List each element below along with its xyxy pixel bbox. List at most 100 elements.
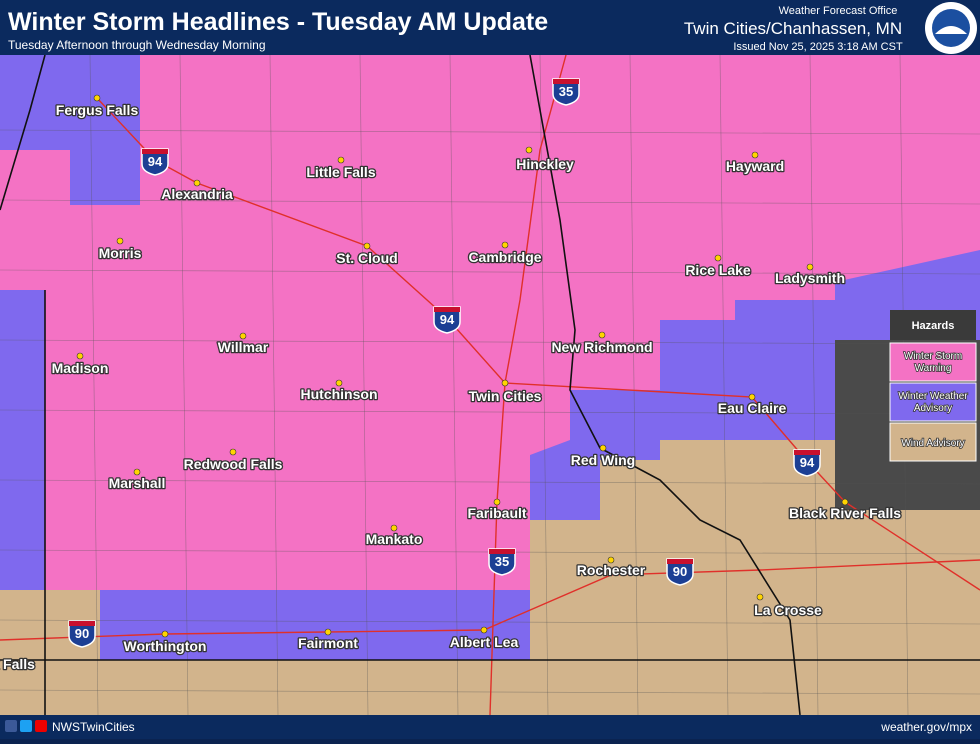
interstate-shield	[666, 558, 694, 586]
interstate-shield	[552, 78, 580, 106]
city-label: Worthington	[124, 638, 207, 654]
legend-label: Wind Advisory	[901, 438, 964, 449]
subtitle: Tuesday Afternoon through Wednesday Morn…	[8, 38, 266, 52]
county-line	[629, 55, 639, 715]
highway	[0, 559, 980, 641]
city-label: Morris	[99, 245, 142, 261]
nws-logo	[925, 2, 977, 54]
county-line	[0, 339, 980, 345]
city-label: Hutchinson	[301, 386, 378, 402]
city-label: New Richmond	[551, 339, 652, 355]
interstate-number: 90	[75, 626, 89, 641]
interstate-shield	[141, 148, 169, 176]
city-label: Redwood Falls	[184, 456, 283, 472]
interstate-number: 94	[148, 154, 163, 169]
county-line	[359, 55, 369, 715]
city-label: Black River Falls	[789, 505, 901, 521]
city-dot	[193, 179, 201, 187]
legend-swatch	[889, 382, 977, 422]
city-dot	[133, 468, 141, 476]
city-label: Twin Cities	[469, 388, 542, 404]
city-label: Marshall	[109, 475, 166, 491]
shield-top	[434, 307, 460, 312]
city-label: Hayward	[726, 158, 784, 174]
city-label: Ladysmith	[775, 270, 845, 286]
website: weather.gov/mpx	[880, 720, 972, 734]
city-dot	[841, 498, 849, 506]
city-label: Madison	[52, 360, 109, 376]
city-label: Faribault	[467, 505, 526, 521]
hazard-zone	[530, 250, 980, 520]
city-dot	[599, 444, 607, 452]
interstate-shield	[488, 548, 516, 576]
state-border	[0, 55, 46, 211]
city-label: Hinckley	[516, 156, 574, 172]
city-dot	[501, 241, 509, 249]
city-dot	[751, 151, 759, 159]
city-dot	[806, 263, 814, 271]
city-label: Mankato	[366, 531, 423, 547]
title: Winter Storm Headlines - Tuesday AM Upda…	[8, 8, 548, 36]
county-line	[719, 55, 729, 715]
city-label: Rice Lake	[685, 262, 751, 278]
interstate-shield	[68, 620, 96, 648]
county-line	[0, 129, 980, 135]
city-dot	[161, 630, 169, 638]
social-icons	[5, 720, 47, 732]
city-label: Fergus Falls	[56, 102, 139, 118]
interstate-shield	[433, 306, 461, 334]
hazard-zone	[0, 590, 980, 715]
interstate-number: 94	[800, 455, 815, 470]
shield-top	[69, 621, 95, 626]
county-line	[89, 55, 99, 715]
county-line	[449, 55, 459, 715]
footer-bar	[0, 715, 980, 739]
city-label: La Crosse	[754, 602, 822, 618]
office-label: Weather Forecast Office	[779, 5, 898, 17]
office-name: Twin Cities/Chanhassen, MN	[684, 19, 902, 38]
city-dot	[480, 626, 488, 634]
legend-label: Winter Storm Warning	[904, 351, 962, 374]
city-dot	[756, 593, 764, 601]
county-line	[269, 55, 279, 715]
shield-top	[489, 549, 515, 554]
county-line	[0, 689, 980, 695]
city-dot	[501, 379, 509, 387]
city-dot	[335, 379, 343, 387]
interstate-number: 94	[440, 312, 455, 327]
city-label: Little Falls	[306, 164, 375, 180]
city-dot	[239, 332, 247, 340]
city-dot	[525, 146, 533, 154]
city-label: Rochester	[577, 562, 646, 578]
city-dot	[93, 94, 101, 102]
city-label: Sioux Falls	[0, 656, 35, 672]
social-handle: NWSTwinCities	[52, 720, 135, 734]
city-label: Cambridge	[468, 249, 541, 265]
legend-label: Winter Weather Advisory	[898, 391, 968, 414]
issued-time: Issued Nov 25, 2025 3:18 AM CST	[733, 41, 903, 53]
city-dot	[748, 393, 756, 401]
legend-swatch	[889, 422, 977, 462]
shield-top	[142, 149, 168, 154]
city-dot	[116, 237, 124, 245]
city-dot	[229, 448, 237, 456]
hazard-zone	[0, 290, 45, 590]
shield-top	[553, 79, 579, 84]
interstate-number: 90	[673, 564, 687, 579]
interstate-shield	[793, 449, 821, 477]
hazard-zone	[530, 440, 980, 660]
interstate-number: 35	[559, 84, 573, 99]
city-label: St. Cloud	[336, 250, 397, 266]
county-line	[0, 479, 980, 485]
legend-header	[890, 310, 976, 340]
county-line	[0, 199, 980, 205]
city-label: Red Wing	[571, 452, 635, 468]
county-line	[179, 55, 189, 715]
city-dot	[363, 242, 371, 250]
city-dot	[598, 331, 606, 339]
city-label: Eau Claire	[718, 400, 787, 416]
county-line	[0, 619, 980, 625]
state-border	[529, 55, 801, 715]
city-label: Willmar	[218, 339, 269, 355]
